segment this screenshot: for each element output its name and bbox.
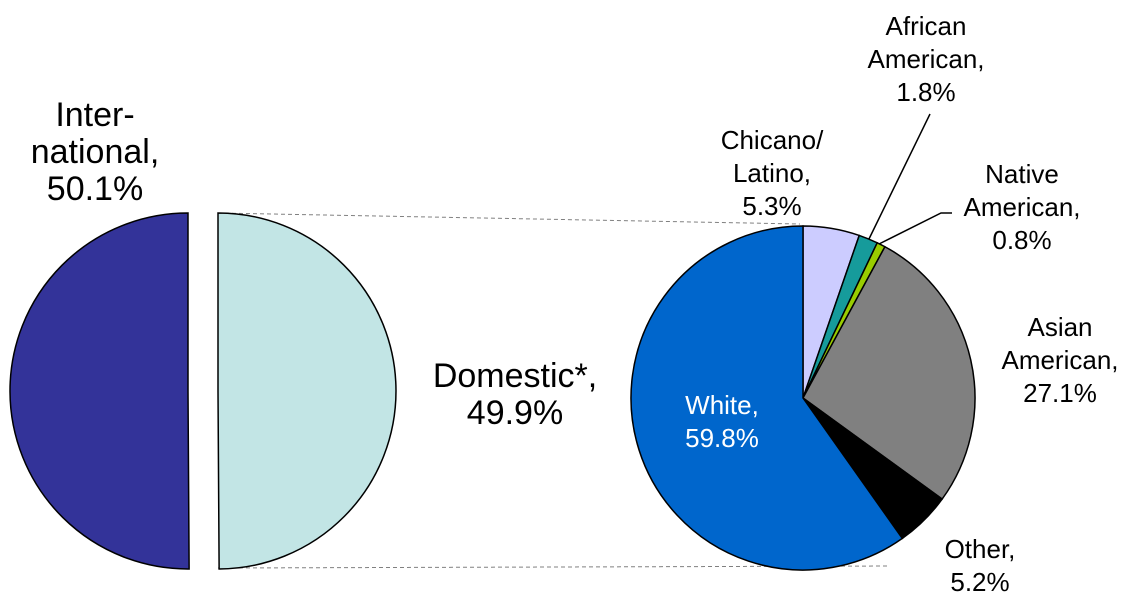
label-name: Native American, — [963, 159, 1081, 222]
pie-slice — [9, 212, 190, 570]
label-value: 49.9% — [466, 394, 564, 432]
label-value: 5.3% — [742, 191, 802, 221]
label-value: 27.1% — [1023, 378, 1097, 408]
leader-line — [867, 113, 931, 242]
label-name: Chicano/ Latino, — [720, 125, 824, 188]
label-name: White, — [685, 390, 759, 420]
label-name: Domestic*, — [432, 357, 598, 395]
data-label: Other, 5.2% — [945, 533, 1016, 599]
leader-line — [878, 212, 952, 245]
label-name: Other, — [944, 534, 1016, 564]
label-value: 0.8% — [992, 225, 1052, 255]
label-value: 1.8% — [896, 77, 956, 107]
data-label: Inter- national, 50.1% — [31, 97, 160, 208]
data-label: Native American, 0.8% — [963, 158, 1080, 257]
pie-slice — [217, 212, 397, 570]
data-label: Domestic*, 49.9% — [433, 358, 597, 432]
data-label: White, 59.8% — [685, 389, 759, 455]
label-value: 50.1% — [46, 170, 144, 208]
data-label: Chicano/ Latino, 5.3% — [721, 124, 824, 223]
label-name: Inter- national, — [30, 96, 160, 171]
pie-slice — [630, 225, 904, 571]
label-value: 59.8% — [685, 423, 759, 453]
data-label: Asian American, 27.1% — [1001, 311, 1118, 410]
connector-line — [217, 212, 801, 225]
pie-slice — [802, 245, 976, 501]
label-name: African American, — [867, 11, 985, 74]
label-name: Asian American, — [1001, 312, 1119, 375]
label-value: 5.2% — [950, 567, 1010, 597]
data-label: African American, 1.8% — [867, 10, 984, 109]
